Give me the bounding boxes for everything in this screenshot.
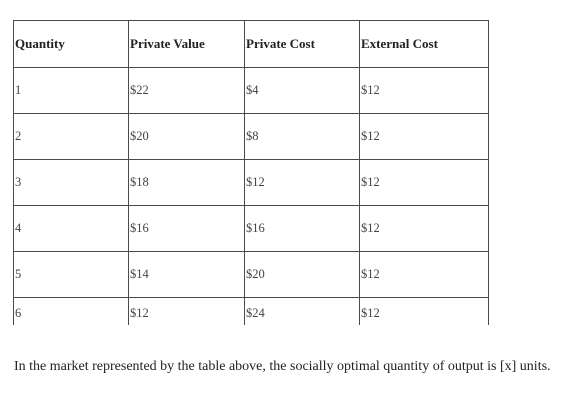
cell-private-cost: $24	[244, 297, 360, 325]
cell-quantity: 4	[13, 205, 129, 252]
table-row: 2 $20 $8 $12	[13, 113, 489, 160]
cell-quantity: 2	[13, 113, 129, 160]
cell-external-cost: $12	[359, 205, 489, 252]
table-row: 3 $18 $12 $12	[13, 159, 489, 206]
cell-private-cost: $20	[244, 251, 360, 298]
cell-external-cost: $12	[359, 297, 489, 325]
table-row: 4 $16 $16 $12	[13, 205, 489, 252]
header-private-cost: Private Cost	[244, 20, 360, 68]
table-row: 6 $12 $24 $12	[13, 297, 489, 325]
header-quantity: Quantity	[13, 20, 129, 68]
cell-private-value: $12	[128, 297, 245, 325]
cell-private-cost: $16	[244, 205, 360, 252]
cell-external-cost: $12	[359, 159, 489, 206]
cell-quantity: 3	[13, 159, 129, 206]
cell-quantity: 6	[13, 297, 129, 325]
cell-private-value: $20	[128, 113, 245, 160]
table-header-row: Quantity Private Value Private Cost Exte…	[13, 20, 489, 68]
table-row: 1 $22 $4 $12	[13, 67, 489, 114]
cell-private-value: $16	[128, 205, 245, 252]
cell-external-cost: $12	[359, 251, 489, 298]
header-external-cost: External Cost	[359, 20, 489, 68]
cell-private-cost: $8	[244, 113, 360, 160]
cell-private-value: $14	[128, 251, 245, 298]
cell-private-cost: $4	[244, 67, 360, 114]
cell-private-value: $18	[128, 159, 245, 206]
header-private-value: Private Value	[128, 20, 245, 68]
cell-quantity: 5	[13, 251, 129, 298]
cell-private-value: $22	[128, 67, 245, 114]
cell-quantity: 1	[13, 67, 129, 114]
table-row: 5 $14 $20 $12	[13, 251, 489, 298]
data-table: Quantity Private Value Private Cost Exte…	[13, 20, 489, 325]
cell-external-cost: $12	[359, 113, 489, 160]
cell-private-cost: $12	[244, 159, 360, 206]
question-text: In the market represented by the table a…	[14, 359, 551, 374]
cell-external-cost: $12	[359, 67, 489, 114]
